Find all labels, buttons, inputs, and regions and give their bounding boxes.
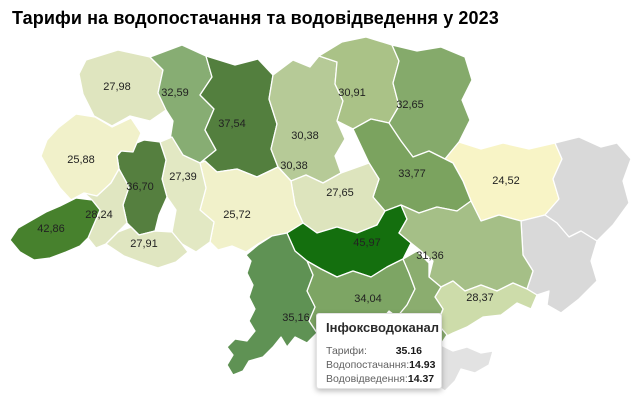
region-value-label: 32,59 <box>161 87 189 99</box>
tooltip-row-tariffs: Тарифи: 35.16 <box>326 344 432 358</box>
page-title: Тарифи на водопостачання та водовідведен… <box>12 8 499 28</box>
region-value-label: 30,38 <box>291 130 319 142</box>
tooltip-title: Інфоксводоканал <box>326 320 440 335</box>
region-value-label: 37,54 <box>218 118 246 130</box>
region-value-label: 32,65 <box>396 99 424 111</box>
region-value-label: 24,52 <box>492 175 520 187</box>
region-value-label: 27,65 <box>326 187 354 199</box>
tooltip-label: Водовідведення: <box>326 373 408 385</box>
region-zakarpattia[interactable] <box>9 197 101 261</box>
region-value-label: 30,91 <box>338 87 366 99</box>
region-value-label: 27,91 <box>130 238 158 250</box>
tooltip-value: 35.16 <box>395 345 422 357</box>
region-value-label: 36,70 <box>126 181 154 193</box>
map-tooltip: Інфоксводоканал Тарифи: 35.16 Водопостач… <box>316 313 442 389</box>
region-value-label: 34,04 <box>354 293 382 305</box>
region-zaporizhzhia[interactable] <box>434 280 538 338</box>
region-value-label: 25,88 <box>67 154 95 166</box>
tooltip-row-wastewater: Водовідведення: 14.37 <box>326 372 435 386</box>
region-value-labels: 27,98 32,59 37,54 30,38 30,38 30,91 32,65 24,52… <box>37 81 520 324</box>
region-value-label: 35,16 <box>282 312 310 324</box>
region-value-label: 27,98 <box>103 81 131 93</box>
region-value-label: 45,97 <box>353 237 381 249</box>
tooltip-value: 14.93 <box>409 359 436 371</box>
tooltip-label: Водопостачання: <box>326 359 410 371</box>
region-value-label: 28,24 <box>85 209 113 221</box>
region-chernivtsi[interactable] <box>105 226 189 269</box>
tooltip-label: Тарифи: <box>326 345 367 357</box>
region-value-label: 42,86 <box>37 223 65 235</box>
region-value-label: 33,77 <box>398 168 426 180</box>
region-value-label: 28,37 <box>466 292 494 304</box>
tooltip-row-water-supply: Водопостачання: 14.93 <box>326 358 436 372</box>
region-value-label: 31,36 <box>416 250 444 262</box>
region-zhytomyr[interactable] <box>199 55 279 178</box>
tooltip-value: 14.37 <box>407 373 435 385</box>
region-value-label: 27,39 <box>169 171 197 183</box>
region-value-label: 30,38 <box>280 160 308 172</box>
region-odesa[interactable] <box>226 232 318 376</box>
region-value-label: 25,72 <box>223 209 251 221</box>
